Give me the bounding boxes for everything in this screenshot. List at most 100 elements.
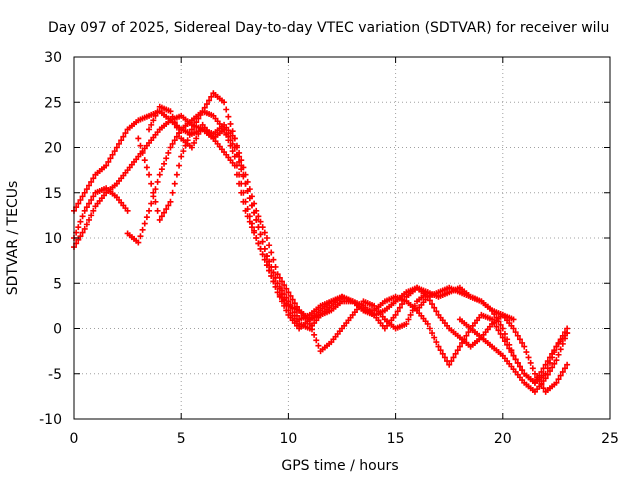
data-point: [248, 202, 255, 209]
data-point: [86, 182, 93, 189]
data-point: [236, 153, 243, 160]
data-point: [103, 162, 110, 169]
data-point: [81, 207, 88, 214]
data-point: [158, 213, 165, 220]
data-point: [156, 216, 163, 223]
data-point: [559, 340, 566, 347]
data-point: [88, 196, 95, 203]
data-point: [555, 376, 562, 383]
data-point: [238, 162, 245, 169]
data-point: [139, 226, 146, 233]
data-point: [233, 171, 240, 178]
y-tick-label: 0: [53, 322, 62, 338]
series-track-7: [414, 284, 571, 386]
data-point: [152, 198, 159, 205]
data-point: [178, 153, 185, 160]
data-point: [227, 142, 234, 149]
y-tick-label: 10: [44, 231, 62, 247]
data-point: [546, 368, 553, 375]
data-point: [246, 218, 253, 225]
data-point: [495, 327, 502, 334]
data-point: [240, 198, 247, 205]
data-point: [263, 262, 270, 269]
data-point: [90, 175, 97, 182]
data-point: [493, 323, 500, 330]
data-point: [561, 365, 568, 372]
data-point: [549, 364, 556, 371]
data-point: [446, 361, 453, 368]
data-point: [549, 350, 556, 357]
data-point: [257, 245, 264, 252]
data-point: [167, 198, 174, 205]
data-point: [188, 144, 195, 151]
data-point: [255, 224, 262, 231]
data-point: [255, 240, 262, 247]
data-point: [531, 379, 538, 386]
data-point: [268, 249, 275, 256]
data-point: [259, 238, 266, 245]
data-point: [510, 316, 517, 323]
data-point: [553, 379, 560, 386]
data-point: [221, 99, 228, 106]
data-point: [499, 325, 506, 332]
data-point: [158, 166, 165, 173]
data-point: [197, 126, 204, 133]
data-point: [501, 330, 508, 337]
data-point: [246, 195, 253, 202]
data-point: [452, 350, 459, 357]
data-point: [274, 280, 281, 287]
data-point: [141, 220, 148, 227]
data-point: [135, 239, 142, 246]
data-point: [251, 209, 258, 216]
data-point: [77, 218, 84, 225]
data-point: [109, 151, 116, 158]
data-point: [266, 258, 273, 265]
data-point: [105, 158, 112, 165]
data-point: [424, 320, 431, 327]
series-track-1: [71, 108, 378, 323]
data-point: [268, 263, 275, 270]
data-point: [152, 112, 159, 119]
x-tick-label: 5: [177, 431, 186, 447]
data-point: [238, 157, 245, 164]
data-point: [508, 347, 515, 354]
data-point: [161, 209, 168, 216]
data-point: [456, 343, 463, 350]
data-point: [231, 135, 238, 142]
data-point: [499, 334, 506, 341]
data-point: [429, 301, 436, 308]
data-point: [223, 131, 230, 138]
data-point: [111, 148, 118, 155]
data-point: [113, 144, 120, 151]
data-point: [122, 130, 129, 137]
data-point: [251, 229, 258, 236]
data-point: [540, 385, 547, 392]
data-point: [454, 347, 461, 354]
data-point: [289, 296, 296, 303]
data-point: [191, 139, 198, 146]
data-point: [167, 144, 174, 151]
data-point: [491, 311, 498, 318]
data-point: [261, 256, 268, 263]
data-point: [266, 267, 273, 274]
data-point: [394, 308, 401, 315]
data-point: [124, 207, 131, 214]
data-point: [285, 289, 292, 296]
data-point: [253, 216, 260, 223]
data-point: [433, 339, 440, 346]
data-point: [191, 122, 198, 129]
data-point: [403, 320, 410, 327]
data-point: [152, 186, 159, 193]
data-point: [154, 108, 161, 115]
data-point: [534, 376, 541, 383]
data-point: [88, 178, 95, 185]
data-point: [392, 311, 399, 318]
data-point: [201, 104, 208, 111]
x-tick-label: 10: [279, 431, 297, 447]
data-point: [401, 297, 408, 304]
data-point: [75, 200, 82, 207]
data-point: [465, 329, 472, 336]
data-point: [169, 189, 176, 196]
data-point: [79, 213, 86, 220]
